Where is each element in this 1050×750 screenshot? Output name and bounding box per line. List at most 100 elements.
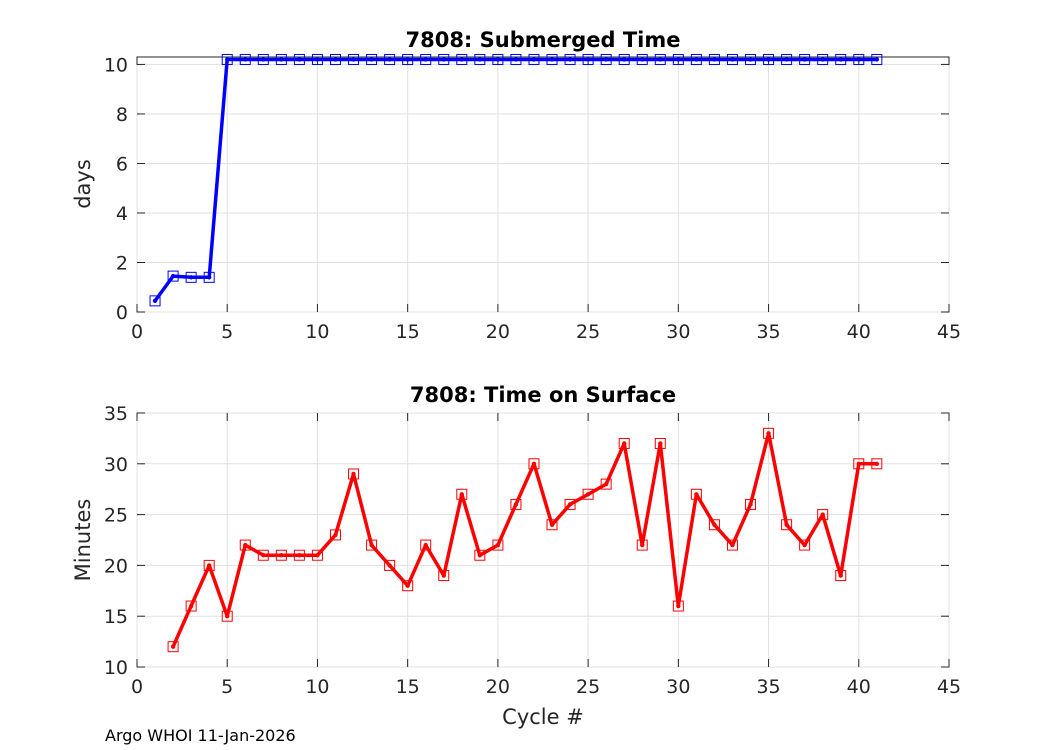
submerged-time-data-point bbox=[745, 53, 757, 65]
surface-time-data-point-dot bbox=[874, 461, 880, 466]
surface-time-data-point bbox=[492, 539, 504, 551]
surface-time-data-point bbox=[257, 549, 269, 561]
submerged-time-data-point-dot bbox=[170, 273, 176, 279]
submerged-time-data-point bbox=[835, 53, 847, 65]
submerged-time-data-point-dot bbox=[838, 57, 843, 62]
submerged-time-data-point-dot bbox=[585, 57, 591, 62]
surface-time-data-point bbox=[799, 539, 811, 551]
surface-time-x-tick-label: 5 bbox=[221, 676, 233, 698]
submerged-time-x-tick-label: 25 bbox=[576, 321, 600, 343]
submerged-time-data-point-dot bbox=[694, 57, 699, 62]
surface-time-data-point bbox=[203, 559, 215, 571]
surface-time-series-line bbox=[171, 431, 879, 649]
submerged-time-data-point-dot bbox=[567, 57, 573, 62]
submerged-time-data-point-dot bbox=[820, 57, 825, 62]
submerged-time-data-point bbox=[348, 53, 360, 65]
surface-time-x-tick-label: 45 bbox=[937, 676, 961, 698]
surface-time-data-point bbox=[239, 539, 251, 551]
surface-time-ticks: 0 5 10 15 20 25 30 35 40 45 10 15 20 25 30 35 bbox=[104, 403, 961, 698]
surface-time-data-point bbox=[474, 549, 486, 561]
submerged-time-data-point-dot bbox=[351, 57, 356, 62]
surface-time-data-point bbox=[329, 529, 341, 541]
surface-time-y-tick-label: 30 bbox=[104, 454, 128, 476]
surface-time-data-point-dot bbox=[820, 512, 825, 517]
surface-time-grid bbox=[136, 412, 950, 668]
surface-time-data-point-dot bbox=[369, 542, 374, 548]
surface-time-data-point-dot bbox=[658, 441, 663, 446]
submerged-time-x-tick-label: 30 bbox=[666, 321, 690, 343]
surface-time-data-point-dot bbox=[405, 583, 410, 588]
submerged-time-y-tick-label: 4 bbox=[116, 203, 128, 225]
submerged-time-data-point-dot bbox=[315, 57, 320, 62]
surface-time-data-point-dot bbox=[838, 573, 843, 578]
surface-time-data-point bbox=[853, 458, 865, 470]
surface-time-y-axis-label: Minutes bbox=[71, 499, 95, 582]
submerged-time-data-point bbox=[853, 53, 865, 65]
surface-time-y-tick-label: 35 bbox=[104, 403, 128, 425]
submerged-time-data-point bbox=[438, 53, 450, 65]
surface-time-data-point bbox=[293, 549, 305, 561]
surface-time-data-point bbox=[600, 478, 612, 490]
surface-time-data-point bbox=[221, 610, 233, 622]
submerged-time-data-point bbox=[420, 53, 432, 65]
submerged-time-data-point bbox=[726, 53, 738, 65]
submerged-time-data-point-dot bbox=[225, 57, 230, 62]
submerged-time-data-point bbox=[564, 53, 576, 65]
surface-time-data-point-dot bbox=[640, 542, 645, 548]
surface-time-data-point bbox=[402, 580, 414, 592]
surface-time-data-point-dot bbox=[188, 603, 194, 609]
submerged-time-y-tick-label: 8 bbox=[116, 104, 128, 126]
submerged-time-data-point bbox=[672, 53, 684, 65]
surface-time-data-point bbox=[456, 488, 468, 500]
submerged-time-data-point-dot bbox=[206, 275, 212, 280]
submerged-time-data-point-dot bbox=[658, 57, 663, 62]
surface-time-data-point bbox=[185, 600, 197, 612]
submerged-time-data-point-dot bbox=[188, 275, 194, 280]
submerged-time-data-point bbox=[799, 53, 811, 65]
submerged-time-data-point-dot bbox=[261, 57, 266, 62]
submerged-time-data-point-dot bbox=[802, 57, 807, 62]
submerged-time-data-point bbox=[149, 295, 161, 307]
submerged-time-data-point-dot bbox=[243, 57, 248, 62]
surface-time-data-point bbox=[763, 427, 775, 439]
submerged-time-data-point bbox=[203, 271, 215, 283]
submerged-time-data-point-dot bbox=[730, 57, 735, 62]
submerged-time-data-point bbox=[456, 53, 468, 65]
submerged-time-x-tick-label: 40 bbox=[847, 321, 871, 343]
submerged-time-data-point-dot bbox=[459, 57, 464, 62]
submerged-time-data-point-dot bbox=[333, 57, 338, 62]
surface-time-data-point bbox=[817, 509, 829, 521]
surface-time-x-tick-label: 25 bbox=[576, 676, 600, 698]
submerged-time-x-tick-label: 5 bbox=[221, 321, 233, 343]
submerged-time-data-point-dot bbox=[369, 57, 374, 62]
submerged-time-data-point-dot bbox=[513, 57, 519, 62]
submerged-time-x-tick-label: 0 bbox=[131, 321, 143, 343]
surface-time-data-point bbox=[618, 437, 630, 449]
surface-time-data-point-dot bbox=[225, 614, 230, 619]
surface-time-panel: 0 5 10 15 20 25 30 35 40 45 10 15 20 25 30 35 7808: Tim… bbox=[71, 383, 961, 729]
submerged-time-data-point bbox=[384, 53, 396, 65]
submerged-time-data-point bbox=[167, 270, 179, 282]
submerged-time-data-point bbox=[185, 271, 197, 283]
submerged-time-data-point-dot bbox=[297, 57, 302, 62]
surface-time-data-point-dot bbox=[585, 492, 591, 497]
surface-time-data-point-dot bbox=[712, 522, 717, 527]
surface-time-y-tick-label: 15 bbox=[104, 606, 128, 628]
submerged-time-data-point-dot bbox=[387, 57, 392, 62]
surface-time-data-point-dot bbox=[441, 573, 446, 578]
surface-time-y-tick-label: 25 bbox=[104, 505, 128, 527]
submerged-time-data-point-dot bbox=[748, 57, 753, 62]
submerged-time-data-point-dot bbox=[676, 57, 681, 62]
surface-time-x-tick-label: 15 bbox=[396, 676, 420, 698]
surface-time-data-point bbox=[384, 559, 396, 571]
submerged-time-data-point bbox=[654, 53, 666, 65]
submerged-time-y-tick-label: 10 bbox=[104, 54, 128, 76]
submerged-time-x-tick-label: 10 bbox=[305, 321, 329, 343]
surface-time-data-point-dot bbox=[459, 492, 464, 497]
submerged-time-ticks: 0 5 10 15 20 25 30 35 40 45 0 2 4 6 8 10 bbox=[104, 54, 961, 343]
submerged-time-data-point-dot bbox=[784, 57, 789, 62]
surface-time-data-point-dot bbox=[603, 481, 609, 487]
submerged-time-series bbox=[149, 53, 883, 307]
surface-time-data-point bbox=[654, 437, 666, 449]
